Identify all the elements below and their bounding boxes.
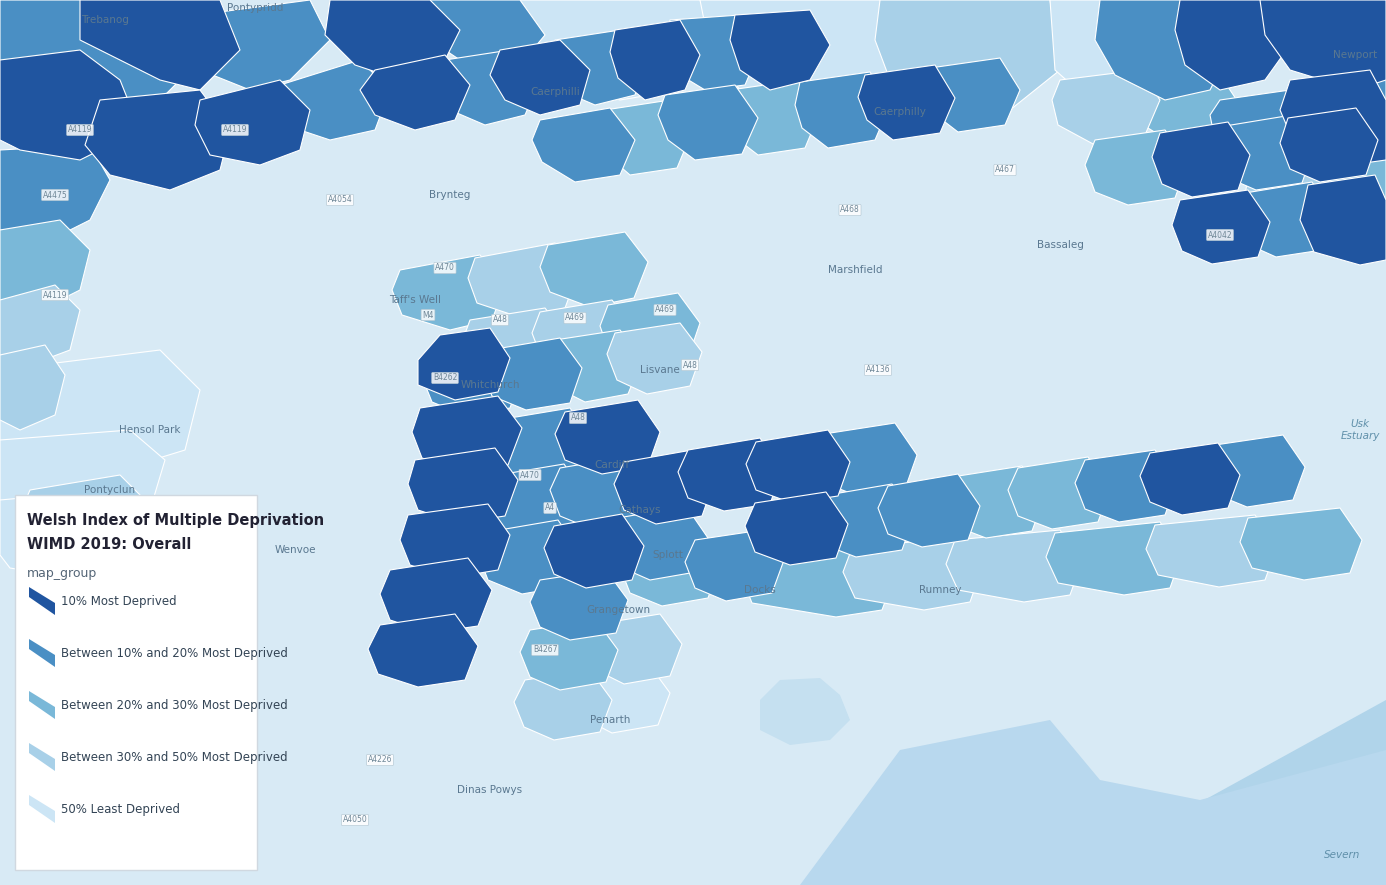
Text: A469: A469 <box>656 305 675 314</box>
Polygon shape <box>0 285 80 365</box>
Text: WIMD 2019: Overall: WIMD 2019: Overall <box>26 537 191 552</box>
Polygon shape <box>159 0 330 90</box>
Polygon shape <box>29 795 55 823</box>
Polygon shape <box>1236 182 1333 257</box>
Polygon shape <box>419 328 510 400</box>
Polygon shape <box>700 0 900 110</box>
Polygon shape <box>18 475 150 558</box>
Polygon shape <box>369 614 478 687</box>
Polygon shape <box>678 438 782 511</box>
Polygon shape <box>1245 155 1331 225</box>
Text: Between 20% and 30% Most Deprived: Between 20% and 30% Most Deprived <box>61 698 288 712</box>
Text: 10% Most Deprived: 10% Most Deprived <box>61 595 176 607</box>
Polygon shape <box>482 464 586 538</box>
Polygon shape <box>1240 508 1362 580</box>
Polygon shape <box>723 80 821 155</box>
Polygon shape <box>478 520 579 594</box>
Polygon shape <box>742 543 895 617</box>
Text: 50% Least Deprived: 50% Least Deprived <box>61 803 180 815</box>
Text: B4262: B4262 <box>432 373 457 382</box>
Polygon shape <box>541 232 649 307</box>
Text: Penarth: Penarth <box>590 715 631 725</box>
Polygon shape <box>924 58 1020 132</box>
Polygon shape <box>947 530 1082 602</box>
Polygon shape <box>1281 108 1378 182</box>
Polygon shape <box>1216 115 1314 190</box>
Polygon shape <box>597 100 692 175</box>
Polygon shape <box>685 530 784 601</box>
Text: Whitchurch: Whitchurch <box>460 380 520 390</box>
Polygon shape <box>412 396 523 472</box>
Text: Trebanog: Trebanog <box>80 15 129 25</box>
Polygon shape <box>875 0 1060 120</box>
Text: Usk
Estuary: Usk Estuary <box>1340 419 1379 441</box>
Text: A4050: A4050 <box>342 815 367 825</box>
Polygon shape <box>1173 190 1270 264</box>
Text: A48: A48 <box>571 413 585 422</box>
FancyBboxPatch shape <box>15 495 256 870</box>
Text: A48: A48 <box>72 815 87 825</box>
Polygon shape <box>430 0 545 70</box>
Text: A48: A48 <box>682 360 697 370</box>
Polygon shape <box>491 40 590 115</box>
Polygon shape <box>614 450 714 524</box>
Polygon shape <box>462 308 568 382</box>
Polygon shape <box>658 85 758 160</box>
Polygon shape <box>0 350 200 470</box>
Polygon shape <box>421 343 523 416</box>
Polygon shape <box>812 484 913 557</box>
Polygon shape <box>843 537 983 610</box>
Text: Ystradowen: Ystradowen <box>19 645 80 655</box>
Polygon shape <box>942 466 1044 538</box>
Text: A4119: A4119 <box>68 126 93 135</box>
Polygon shape <box>407 448 518 523</box>
Text: A470: A470 <box>520 471 541 480</box>
Polygon shape <box>814 423 918 496</box>
Text: Severn: Severn <box>1324 850 1360 860</box>
Text: A467: A467 <box>995 165 1015 174</box>
Text: Between 30% and 50% Most Deprived: Between 30% and 50% Most Deprived <box>61 750 288 764</box>
Polygon shape <box>1051 700 1386 885</box>
Polygon shape <box>608 506 708 580</box>
Polygon shape <box>578 663 669 733</box>
Text: Splott: Splott <box>653 550 683 560</box>
Text: Pontypridd: Pontypridd <box>227 3 283 13</box>
Text: Pontyclun: Pontyclun <box>85 485 136 495</box>
Polygon shape <box>1175 0 1290 90</box>
Text: A468: A468 <box>840 205 859 214</box>
Polygon shape <box>1143 75 1240 148</box>
Polygon shape <box>1095 0 1229 100</box>
Polygon shape <box>85 90 230 190</box>
Polygon shape <box>545 30 644 105</box>
Polygon shape <box>800 720 1386 885</box>
Polygon shape <box>746 492 848 565</box>
Polygon shape <box>1281 70 1386 165</box>
Text: A4054: A4054 <box>327 196 352 204</box>
Polygon shape <box>520 0 719 100</box>
Text: Marshfield: Marshfield <box>827 265 883 275</box>
Polygon shape <box>532 108 635 182</box>
Polygon shape <box>760 678 850 745</box>
Text: A48: A48 <box>492 315 507 325</box>
Polygon shape <box>29 587 55 615</box>
Text: Cardiff: Cardiff <box>595 460 629 470</box>
Polygon shape <box>858 65 955 140</box>
Text: Newport: Newport <box>1333 50 1378 60</box>
Text: A4042: A4042 <box>1207 230 1232 240</box>
Polygon shape <box>0 430 165 525</box>
Polygon shape <box>877 474 980 547</box>
Polygon shape <box>280 60 389 140</box>
Text: A4475: A4475 <box>43 190 68 199</box>
Text: Wenvoe: Wenvoe <box>274 545 316 555</box>
Polygon shape <box>730 10 830 90</box>
Polygon shape <box>1152 122 1250 197</box>
Polygon shape <box>80 0 240 90</box>
Polygon shape <box>610 20 700 100</box>
Text: Rumney: Rumney <box>919 585 962 595</box>
Polygon shape <box>195 80 310 165</box>
Text: Brynteg: Brynteg <box>430 190 471 200</box>
Polygon shape <box>1046 522 1182 595</box>
Text: Caerphilli: Caerphilli <box>529 87 579 97</box>
Text: A4119: A4119 <box>43 290 68 299</box>
